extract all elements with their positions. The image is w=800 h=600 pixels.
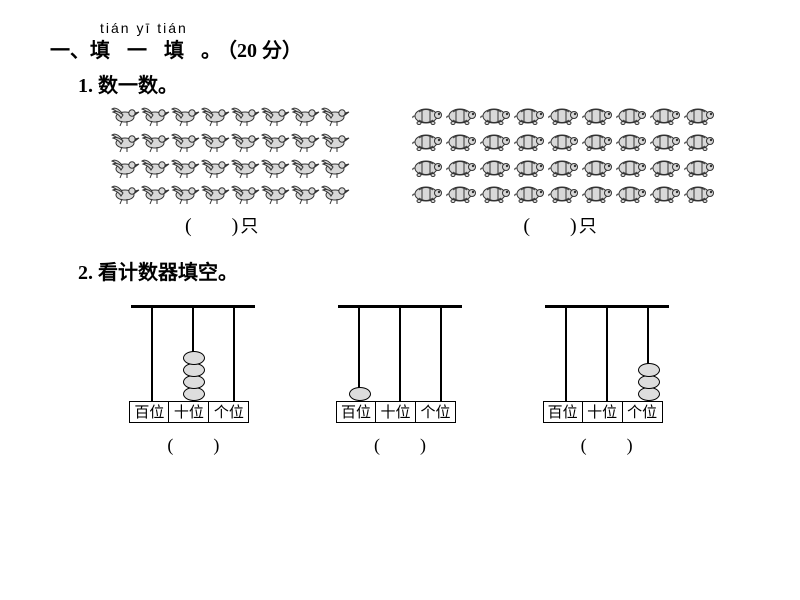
- bird-icon: [260, 180, 290, 206]
- bead-icon: [183, 351, 205, 365]
- bird-icon: [170, 102, 200, 128]
- bird-icon: [230, 180, 260, 206]
- heading-main: 填 一 填 。: [90, 40, 227, 62]
- turtle-icon: [444, 128, 478, 154]
- turtles-answer-blank[interactable]: ()只: [523, 212, 596, 238]
- bead-icon: [349, 387, 371, 401]
- turtle-icon: [478, 128, 512, 154]
- turtle-icon: [682, 180, 716, 206]
- turtle-icon: [648, 180, 682, 206]
- birds-answer-blank[interactable]: ()只: [185, 212, 258, 238]
- turtle-icon: [478, 102, 512, 128]
- turtle-icon: [512, 128, 546, 154]
- bird-icon: [140, 180, 170, 206]
- turtle-icon: [682, 154, 716, 180]
- bird-icon: [140, 128, 170, 154]
- turtle-icon: [410, 102, 444, 128]
- counter-answer-blank[interactable]: (): [167, 435, 219, 456]
- bird-icon: [290, 154, 320, 180]
- bird-icon: [290, 128, 320, 154]
- turtle-icon: [444, 154, 478, 180]
- turtle-icon: [614, 102, 648, 128]
- bird-icon: [290, 180, 320, 206]
- counter-answer-blank[interactable]: (): [374, 435, 426, 456]
- bird-icon: [260, 128, 290, 154]
- bird-icon: [290, 102, 320, 128]
- turtle-icon: [410, 154, 444, 180]
- turtle-icon: [580, 102, 614, 128]
- q1-label: 1. 数一数。: [78, 69, 750, 98]
- bead-icon: [183, 387, 205, 401]
- unit-label: 只: [240, 212, 258, 238]
- turtle-icon: [478, 154, 512, 180]
- bird-icon: [320, 128, 350, 154]
- turtle-icon: [546, 180, 580, 206]
- turtle-icon: [546, 102, 580, 128]
- bird-icon: [110, 154, 140, 180]
- heading-prefix: 一、: [50, 40, 90, 62]
- counters-row: 百位十位个位 () 百位十位个位 () 百位十位个位 (): [90, 301, 710, 456]
- bird-icon: [320, 180, 350, 206]
- turtle-icon: [546, 128, 580, 154]
- counting-area: [110, 102, 750, 206]
- bead-icon: [183, 375, 205, 389]
- bird-icon: [110, 128, 140, 154]
- bird-icon: [170, 180, 200, 206]
- turtle-icon: [580, 154, 614, 180]
- unit-label: 只: [579, 212, 597, 238]
- turtle-icon: [444, 102, 478, 128]
- turtle-icon: [410, 180, 444, 206]
- bird-icon: [170, 128, 200, 154]
- turtle-icon: [682, 102, 716, 128]
- turtles-grid: [410, 102, 716, 206]
- bird-icon: [170, 154, 200, 180]
- bird-icon: [140, 154, 170, 180]
- birds-grid: [110, 102, 350, 206]
- q2-label: 2. 看计数器填空。: [78, 256, 750, 285]
- bird-icon: [110, 102, 140, 128]
- bird-icon: [200, 128, 230, 154]
- bead-icon: [638, 375, 660, 389]
- turtle-icon: [444, 180, 478, 206]
- heading-points: （20 分）: [227, 40, 302, 62]
- bird-icon: [110, 180, 140, 206]
- bird-icon: [200, 180, 230, 206]
- turtle-icon: [614, 128, 648, 154]
- bead-icon: [638, 363, 660, 377]
- turtle-icon: [478, 180, 512, 206]
- turtle-icon: [580, 180, 614, 206]
- bead-icon: [183, 363, 205, 377]
- bird-icon: [200, 154, 230, 180]
- bird-icon: [260, 102, 290, 128]
- bird-icon: [230, 128, 260, 154]
- turtle-icon: [580, 128, 614, 154]
- bead-icon: [638, 387, 660, 401]
- turtle-icon: [648, 154, 682, 180]
- bird-icon: [320, 102, 350, 128]
- turtle-icon: [512, 154, 546, 180]
- turtle-icon: [682, 128, 716, 154]
- turtle-icon: [614, 154, 648, 180]
- bird-icon: [200, 102, 230, 128]
- turtle-icon: [512, 180, 546, 206]
- abacus-counter: 百位十位个位 (): [330, 301, 470, 456]
- abacus-counter: 百位十位个位 (): [537, 301, 677, 456]
- turtle-icon: [648, 102, 682, 128]
- counter-answer-blank[interactable]: (): [581, 435, 633, 456]
- turtle-icon: [614, 180, 648, 206]
- abacus-counter: 百位十位个位 (): [123, 301, 263, 456]
- turtle-icon: [546, 154, 580, 180]
- bird-icon: [230, 154, 260, 180]
- section-heading: 一、填 一 填 。（20 分）: [50, 34, 750, 63]
- place-labels: 百位十位个位: [543, 401, 663, 423]
- turtle-icon: [410, 128, 444, 154]
- turtle-icon: [648, 128, 682, 154]
- bird-icon: [230, 102, 260, 128]
- place-labels: 百位十位个位: [336, 401, 456, 423]
- bird-icon: [140, 102, 170, 128]
- bird-icon: [260, 154, 290, 180]
- place-labels: 百位十位个位: [129, 401, 249, 423]
- bird-icon: [320, 154, 350, 180]
- turtle-icon: [512, 102, 546, 128]
